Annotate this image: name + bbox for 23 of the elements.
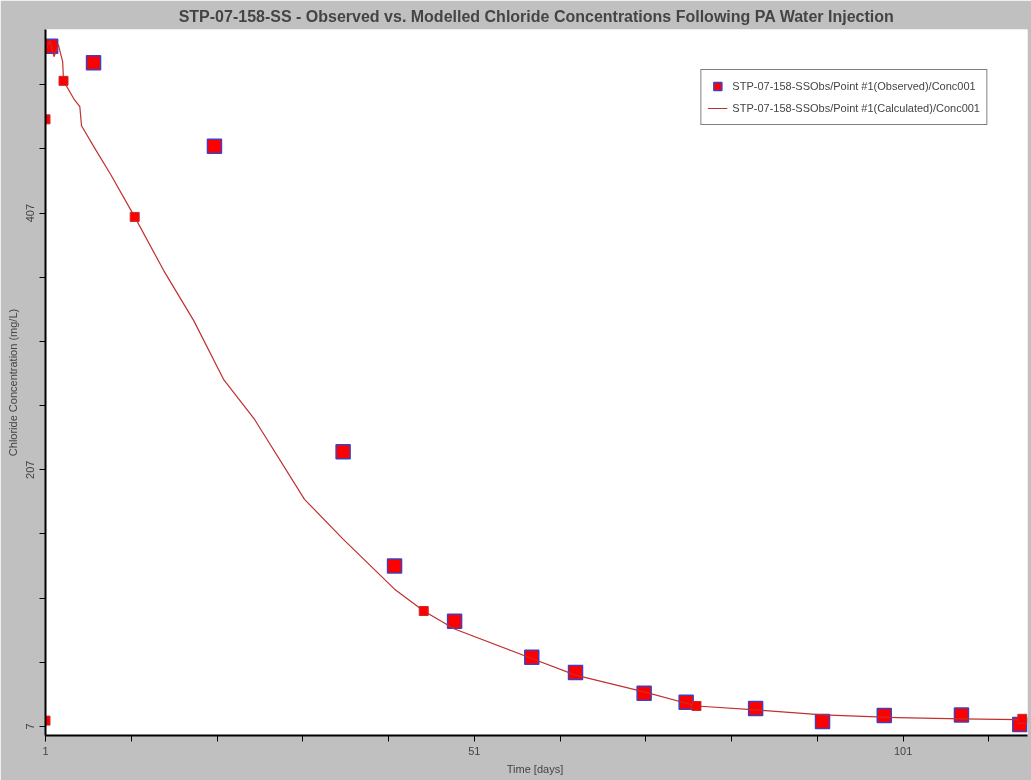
y-axis-title: Chloride Concentration (mg/L) <box>6 308 19 457</box>
point <box>129 211 140 222</box>
x-tick-label: 51 <box>468 744 481 757</box>
point <box>386 558 403 574</box>
legend-label: STP-07-158-SSObs/Point #1(Calculated)/Conc001 <box>732 102 980 114</box>
y-tick-label: 407 <box>24 203 37 223</box>
point <box>418 605 429 616</box>
point <box>446 613 463 630</box>
point <box>58 75 69 86</box>
y-tick-label: 207 <box>24 460 37 479</box>
point <box>206 138 223 155</box>
point <box>1017 713 1028 724</box>
point <box>85 55 102 71</box>
y-tick-label: 7 <box>24 723 37 730</box>
x-axis-title: Time [days] <box>506 762 564 775</box>
point <box>953 707 970 723</box>
point <box>335 444 351 460</box>
point <box>691 700 702 711</box>
point <box>636 685 652 701</box>
x-tick-label: 1 <box>42 744 49 757</box>
legend-label: STP-07-158-SSObs/Point #1(Observed)/Conc001 <box>732 80 976 92</box>
chart-title: STP-07-158-SS - Observed vs. Modelled Chloride Concentrations Following PA Water Injection <box>178 7 894 25</box>
x-tick-label: 101 <box>893 744 913 757</box>
